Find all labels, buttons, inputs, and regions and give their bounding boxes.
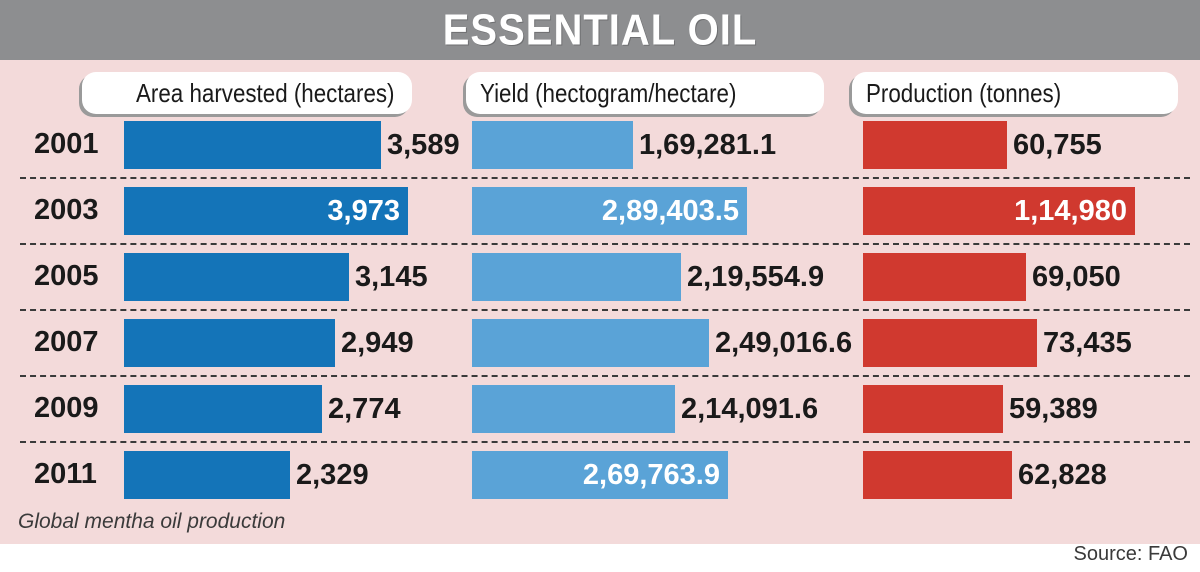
- bar-value-label: 2,774: [328, 393, 401, 425]
- bar-area: [124, 253, 349, 301]
- column-header-area-label: Area harvested (hectares): [136, 77, 395, 108]
- row-divider: [20, 309, 1190, 311]
- bar-production: [863, 187, 1135, 235]
- bar-area: [124, 187, 408, 235]
- bar-value-label: 69,050: [1032, 261, 1121, 293]
- bar-value-label: 62,828: [1018, 459, 1107, 491]
- bar-yield: [472, 451, 728, 499]
- bar-production: [863, 451, 1012, 499]
- row-divider: [20, 375, 1190, 377]
- row-divider: [20, 243, 1190, 245]
- row-divider: [20, 177, 1190, 179]
- bar-production: [863, 319, 1037, 367]
- bar-value-label: 2,19,554.9: [687, 261, 825, 293]
- row-year-label: 2009: [34, 392, 99, 424]
- source-credit: Source: FAO: [1073, 543, 1189, 565]
- bar-production: [863, 253, 1026, 301]
- bar-value-label: 73,435: [1043, 327, 1132, 359]
- bar-area: [124, 121, 381, 169]
- column-header-production: Production (tonnes): [852, 72, 1178, 114]
- column-header-yield-label: Yield (hectogram/hectare): [480, 77, 737, 108]
- bar-value-label: 1,14,980: [1014, 195, 1127, 227]
- row-divider: [20, 441, 1190, 443]
- bar-value-label: 59,389: [1009, 393, 1098, 425]
- bar-yield: [472, 385, 675, 433]
- bar-area: [124, 451, 290, 499]
- row-year-label: 2007: [34, 326, 99, 358]
- column-header-yield: Yield (hectogram/hectare): [466, 72, 824, 114]
- row-year-label: 2001: [34, 128, 99, 160]
- bar-value-label: 2,89,403.5: [601, 195, 739, 227]
- bar-area: [124, 319, 335, 367]
- bar-yield: [472, 121, 633, 169]
- bar-yield: [472, 187, 747, 235]
- bar-area: [124, 385, 322, 433]
- bar-value-label: 3,973: [327, 195, 400, 227]
- bar-value-label: 2,49,016.6: [715, 327, 853, 359]
- bar-production: [863, 121, 1007, 169]
- chart-title: ESSENTIAL OIL: [442, 5, 758, 54]
- row-year-label: 2003: [34, 194, 99, 226]
- bar-value-label: 2,949: [341, 327, 414, 359]
- bar-value-label: 2,329: [296, 459, 369, 491]
- row-year-label: 2011: [34, 458, 97, 490]
- title-bar: ESSENTIAL OIL: [0, 0, 1200, 60]
- bar-value-label: 2,69,763.9: [582, 459, 720, 491]
- row-year-label: 2005: [34, 260, 99, 292]
- column-header-area: Area harvested (hectares): [82, 72, 412, 114]
- bar-value-label: 3,145: [355, 261, 428, 293]
- bar-production: [863, 385, 1003, 433]
- bar-value-label: 1,69,281.1: [639, 129, 777, 161]
- bar-yield: [472, 319, 709, 367]
- bar-value-label: 3,589: [387, 129, 460, 161]
- bar-yield: [472, 253, 681, 301]
- bar-value-label: 60,755: [1013, 129, 1102, 161]
- bar-value-label: 2,14,091.6: [681, 393, 819, 425]
- footnote: Global mentha oil production: [18, 510, 286, 533]
- column-header-production-label: Production (tonnes): [866, 77, 1062, 108]
